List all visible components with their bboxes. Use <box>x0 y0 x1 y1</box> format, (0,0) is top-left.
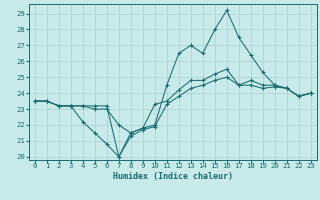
X-axis label: Humidex (Indice chaleur): Humidex (Indice chaleur) <box>113 172 233 181</box>
